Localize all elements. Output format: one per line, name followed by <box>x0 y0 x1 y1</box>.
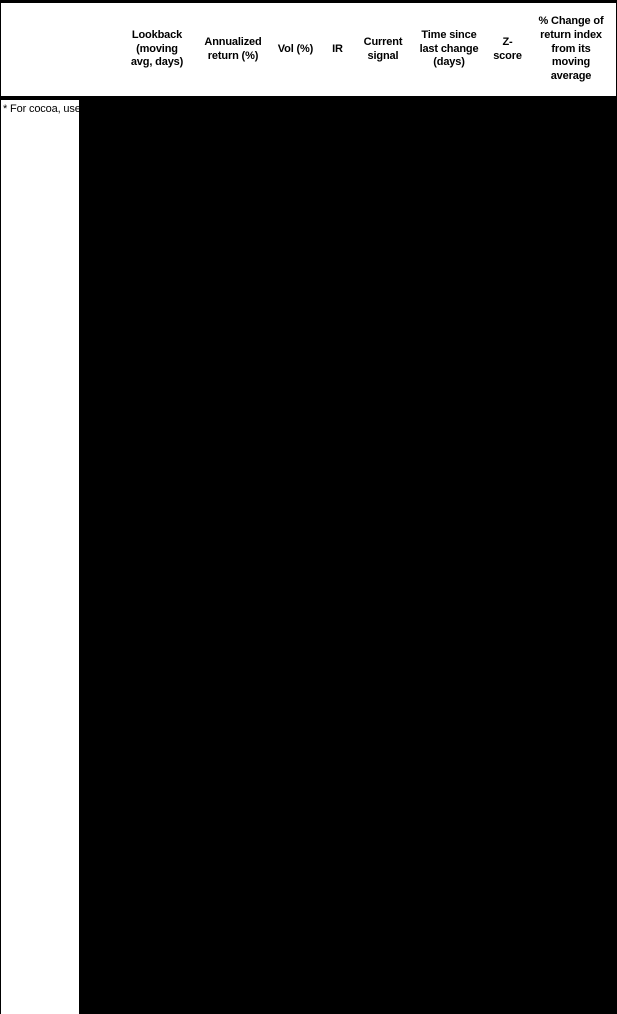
col-header-annualized: Annualized return (%) <box>193 3 273 98</box>
col-header-pct: % Change of return index from its moving… <box>526 3 616 98</box>
col-header-name <box>1 3 86 98</box>
col-header-leg <box>86 3 121 98</box>
col-header-signal: Current signal <box>357 3 409 98</box>
footer: * For cocoa, uses <box>1 100 616 1014</box>
header-row: Lookback (moving avg, days) Annualized re… <box>1 3 616 98</box>
col-header-vol: Vol (%) <box>273 3 318 98</box>
bottom-rule <box>1 98 616 100</box>
signals-table: Lookback (moving avg, days) Annualized re… <box>1 3 616 98</box>
top-border-bar <box>1 0 616 3</box>
col-header-lookback: Lookback (moving avg, days) <box>121 3 193 98</box>
col-header-time: Time since last change (days) <box>409 3 489 98</box>
redaction-bar <box>79 100 616 1014</box>
table-header: Lookback (moving avg, days) Annualized re… <box>1 3 616 98</box>
col-header-zscore: Z-score <box>489 3 526 98</box>
col-header-ir: IR <box>318 3 357 98</box>
cocoa-footnote: * For cocoa, uses <box>3 103 87 115</box>
